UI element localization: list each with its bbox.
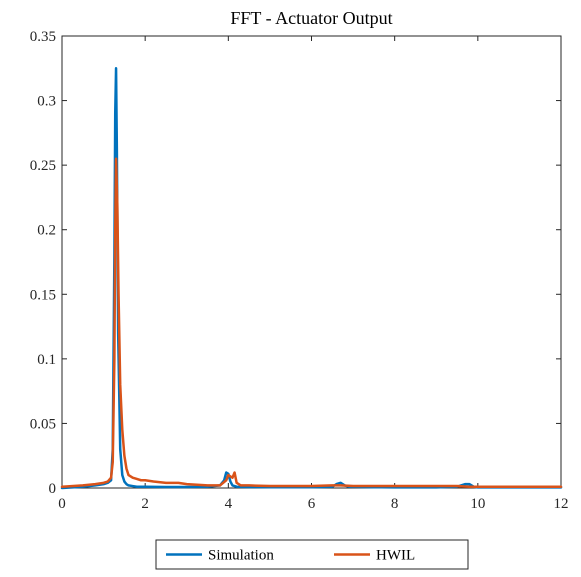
y-tick-label: 0.35 <box>30 29 56 45</box>
x-tick-label: 6 <box>308 496 316 512</box>
legend-label-hwil: HWIL <box>376 548 415 564</box>
legend-label-simulation: Simulation <box>208 548 274 564</box>
y-tick-label: 0.1 <box>37 352 56 368</box>
x-tick-label: 2 <box>141 496 149 512</box>
x-tick-label: 12 <box>554 496 569 512</box>
x-tick-label: 0 <box>58 496 66 512</box>
x-tick-label: 8 <box>391 496 399 512</box>
y-tick-label: 0.05 <box>30 416 56 432</box>
x-tick-label: 4 <box>225 496 233 512</box>
chart-title: FFT - Actuator Output <box>230 8 392 28</box>
plot-lines <box>60 67 563 490</box>
series-line-hwil <box>60 157 563 488</box>
legend[interactable]: Simulation HWIL <box>155 539 469 570</box>
plot-area <box>61 35 562 489</box>
y-tick-label: 0.15 <box>30 287 56 303</box>
y-axis: 0 0.05 0.1 0.15 0.2 0.25 0.3 0.35 <box>30 29 561 497</box>
legend-box <box>155 539 469 570</box>
y-tick-label: 0.25 <box>30 158 56 174</box>
y-tick-label: 0.2 <box>37 223 56 239</box>
y-tick-label: 0 <box>49 481 57 497</box>
x-tick-label: 10 <box>470 496 485 512</box>
y-tick-label: 0.3 <box>37 94 56 110</box>
